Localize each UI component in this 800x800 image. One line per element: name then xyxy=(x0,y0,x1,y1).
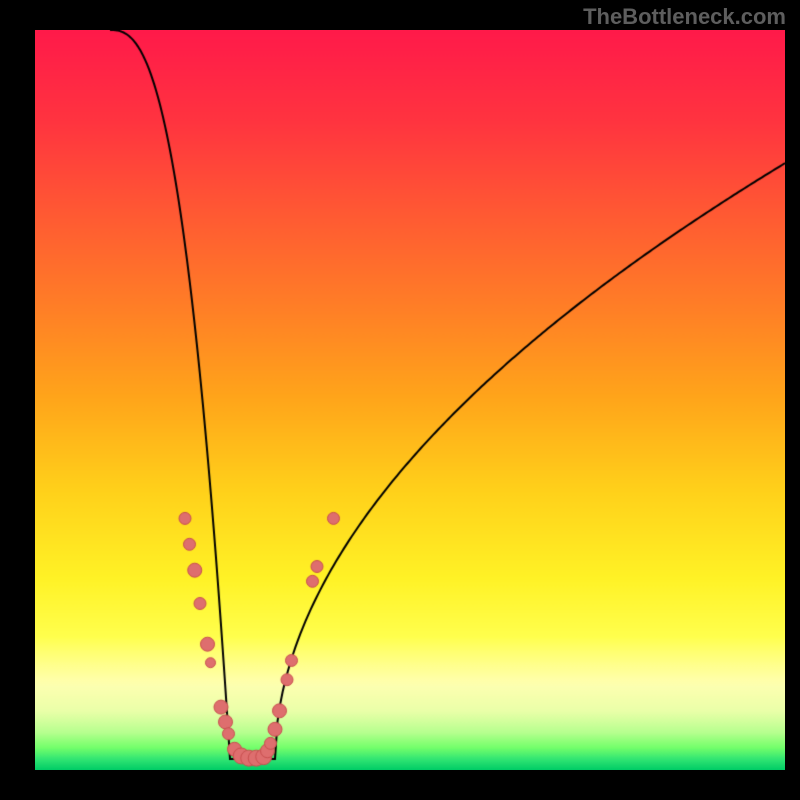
watermark-text: TheBottleneck.com xyxy=(583,4,786,30)
bottleneck-chart-canvas xyxy=(35,30,785,770)
chart-container xyxy=(35,30,785,770)
